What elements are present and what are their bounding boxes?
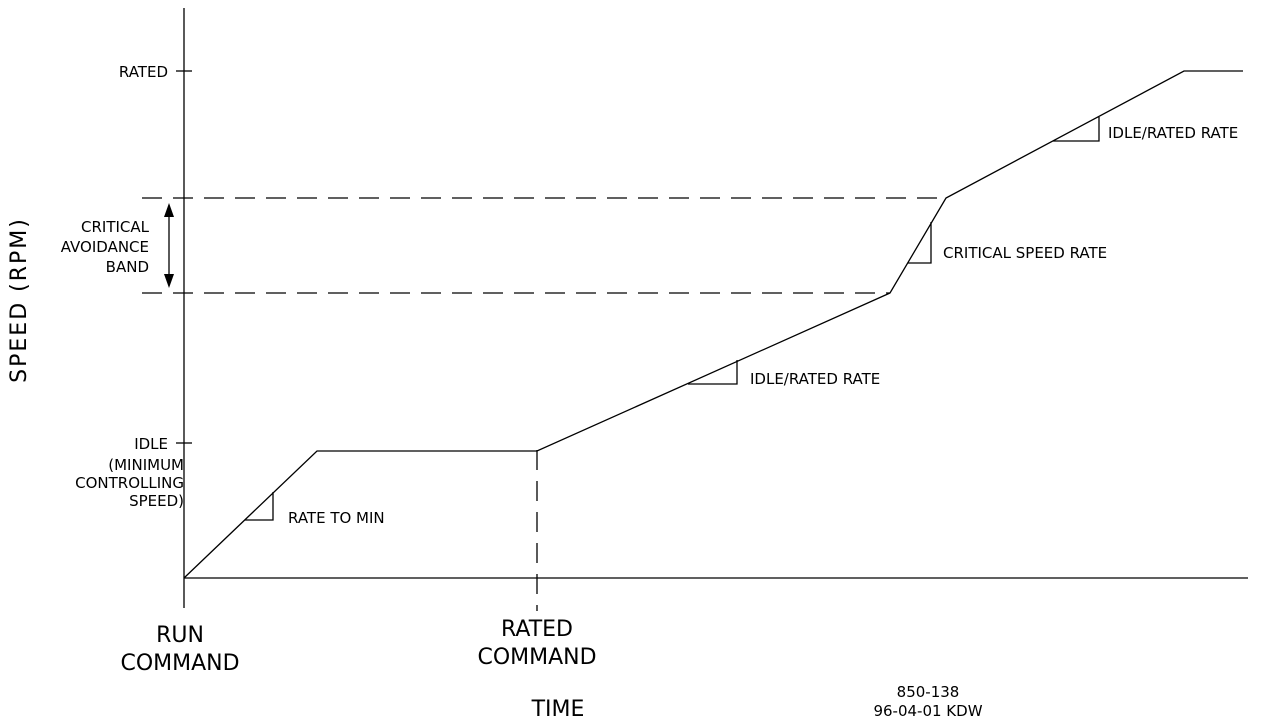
rated-command-label-line1: RATED [501, 617, 573, 642]
critical-speed-rate-slope-triangle [908, 222, 932, 264]
idle-rated-rate-slope-triangle-1 [688, 360, 738, 385]
idle-note-line1: (MINIMUM [108, 456, 184, 474]
idle-note-line3: SPEED) [129, 492, 184, 510]
y-axis-title: SPEED (RPM) [7, 217, 32, 383]
idle-level-label: IDLE [134, 435, 168, 453]
idle-note-line2: CONTROLLING [75, 474, 184, 492]
rate-to-min-slope-triangle [245, 492, 274, 521]
band-label-line3: BAND [106, 258, 149, 276]
drawing-date-initials: 96-04-01 KDW [873, 702, 982, 720]
drawing-number: 850-138 [897, 683, 960, 701]
run-command-label-line1: RUN [156, 623, 204, 648]
rated-level-label: RATED [119, 63, 168, 81]
speed-profile-line [183, 70, 1243, 579]
idle-rated-rate-label-2: IDLE/RATED RATE [1108, 124, 1238, 142]
rated-command-label-line2: COMMAND [477, 645, 596, 670]
run-command-label-line2: COMMAND [120, 651, 239, 676]
band-arrow-down-head [164, 274, 174, 288]
critical-speed-rate-label: CRITICAL SPEED RATE [943, 244, 1107, 262]
rate-to-min-label: RATE TO MIN [288, 509, 385, 527]
x-axis-title: TIME [531, 697, 585, 721]
band-arrow-up-head [164, 203, 174, 217]
band-label-line2: AVOIDANCE [61, 238, 149, 256]
band-label-line1: CRITICAL [81, 218, 150, 236]
idle-rated-rate-slope-triangle-2 [1053, 117, 1100, 142]
idle-rated-rate-label-1: IDLE/RATED RATE [750, 370, 880, 388]
